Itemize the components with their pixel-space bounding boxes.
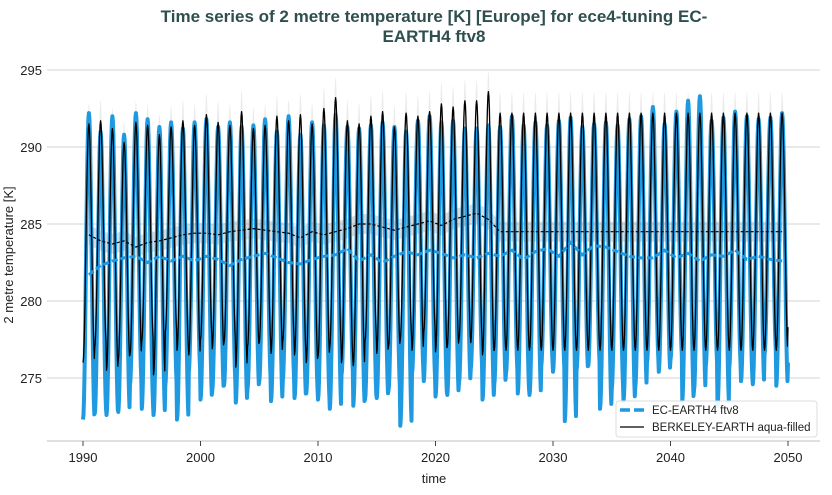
x-tick-label: 2050 [774,450,803,465]
plot-area [81,70,790,428]
y-tick-label: 285 [20,217,42,232]
series-line-obs [82,90,789,376]
y-tick-label: 275 [20,371,42,386]
chart-title-line2: EARTH4 ftv8 [383,27,486,46]
x-tick-label: 1990 [69,450,98,465]
running-mean-model [87,240,783,276]
legend: EC-EARTH4 ftv8 BERKELEY-EARTH aqua-fille… [615,400,818,438]
y-tick-label: 295 [20,63,42,78]
obs-mean-band [88,203,783,258]
series-line-model [81,94,790,428]
x-axis-label: time [422,471,447,486]
x-tick-label: 2040 [656,450,685,465]
y-tick-label: 280 [20,294,42,309]
y-axis-label: 2 metre temperature [K] [1,186,16,323]
legend-label-model: EC-EARTH4 ftv8 [652,405,739,417]
x-ticks: 1990 2000 2010 2020 2030 2040 2050 [69,441,803,465]
legend-box [615,400,818,438]
x-tick-label: 2010 [304,450,333,465]
x-tick-label: 2000 [186,450,215,465]
y-ticks: 275 280 285 290 295 [20,63,42,386]
chart-title-line1: Time series of 2 metre temperature [K] [… [161,7,708,26]
x-tick-label: 2030 [539,450,568,465]
x-tick-label: 2020 [421,450,450,465]
legend-label-obs: BERKELEY-EARTH aqua-filled [652,422,811,434]
y-tick-label: 290 [20,140,42,155]
running-mean-obs [88,212,783,248]
